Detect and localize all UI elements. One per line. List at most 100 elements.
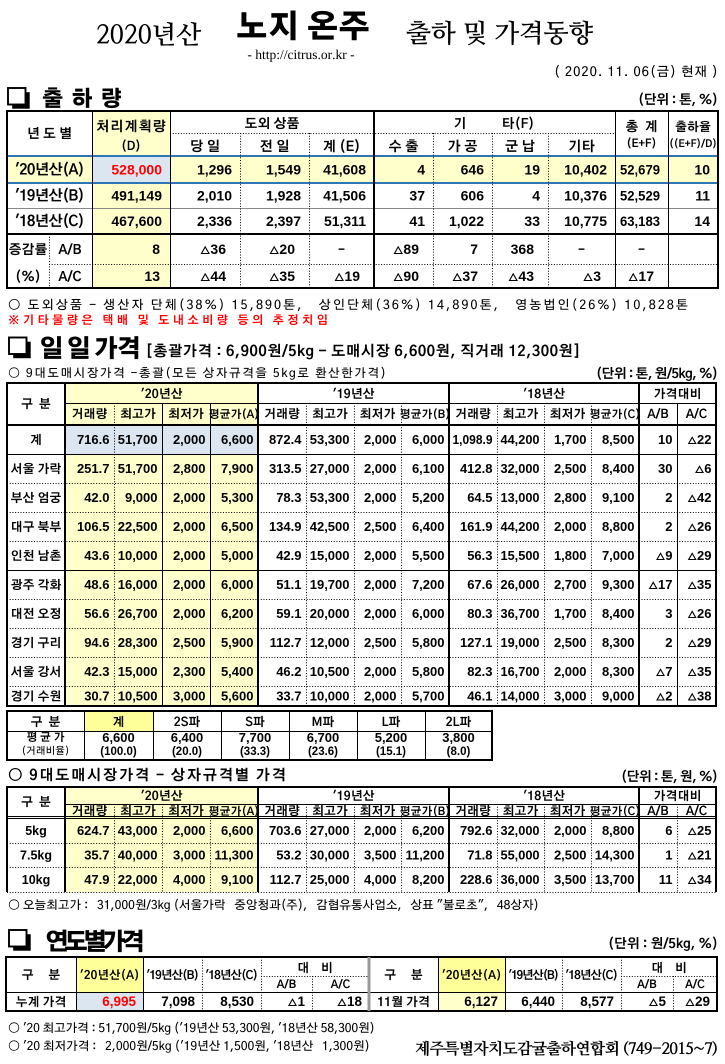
svg-text:1,549: 1,549 <box>266 162 301 178</box>
svg-text:51,700: 51,700 <box>118 461 158 476</box>
svg-text:2,500: 2,500 <box>554 461 587 476</box>
svg-text:2,336: 2,336 <box>197 213 232 229</box>
svg-text:2,500: 2,500 <box>364 635 397 650</box>
svg-text:(20.0): (20.0) <box>172 746 202 758</box>
svg-text:43,000: 43,000 <box>118 823 158 838</box>
svg-text:36,000: 36,000 <box>501 872 540 887</box>
svg-text:18: 18 <box>347 994 363 1009</box>
svg-text:6,100: 6,100 <box>412 461 445 476</box>
svg-text:9,100: 9,100 <box>221 872 254 887</box>
svg-text:8,530: 8,530 <box>220 994 254 1009</box>
svg-text:6,400: 6,400 <box>412 519 445 534</box>
svg-text:5,300: 5,300 <box>221 490 254 505</box>
svg-text:1,296: 1,296 <box>197 162 232 178</box>
svg-text:12,000: 12,000 <box>310 635 350 650</box>
svg-text:40,000: 40,000 <box>118 848 158 863</box>
svg-text:56.6: 56.6 <box>84 606 109 621</box>
svg-text:35: 35 <box>279 268 295 284</box>
svg-text:37: 37 <box>462 268 478 284</box>
svg-text:6,995: 6,995 <box>102 994 136 1009</box>
svg-text:1,700: 1,700 <box>554 432 587 447</box>
svg-text:41,608: 41,608 <box>323 162 366 178</box>
svg-text:9,000: 9,000 <box>125 490 158 505</box>
svg-text:51,311: 51,311 <box>324 213 366 229</box>
svg-text:8,300: 8,300 <box>602 635 635 650</box>
svg-text:78.3: 78.3 <box>276 490 301 505</box>
svg-text:2,010: 2,010 <box>197 188 232 204</box>
svg-text:46.1: 46.1 <box>467 689 492 704</box>
svg-text:34: 34 <box>697 872 712 887</box>
svg-text:8,400: 8,400 <box>602 606 635 621</box>
svg-text:17: 17 <box>638 268 654 284</box>
svg-text:10: 10 <box>658 432 672 447</box>
svg-text:26: 26 <box>697 519 711 534</box>
svg-text:1,098.9: 1,098.9 <box>453 432 493 447</box>
svg-text:38: 38 <box>697 689 711 704</box>
svg-text:127.1: 127.1 <box>460 635 493 650</box>
svg-text:2: 2 <box>665 519 672 534</box>
svg-text:2,000: 2,000 <box>364 823 397 838</box>
svg-text:53,300: 53,300 <box>310 432 350 447</box>
svg-text:467,600: 467,600 <box>111 213 162 229</box>
svg-text:6,400: 6,400 <box>171 730 204 745</box>
svg-text:4,000: 4,000 <box>173 872 206 887</box>
svg-text:8,300: 8,300 <box>602 664 635 679</box>
svg-text:63,183: 63,183 <box>620 213 660 229</box>
svg-text:2,000: 2,000 <box>173 823 206 838</box>
svg-text:161.9: 161.9 <box>460 519 493 534</box>
svg-text:14: 14 <box>694 213 710 229</box>
svg-text:35: 35 <box>697 577 711 592</box>
svg-text:20: 20 <box>279 241 295 257</box>
svg-text:7.5kg: 7.5kg <box>20 849 52 863</box>
svg-text:19,000: 19,000 <box>501 635 540 650</box>
svg-text:1,800: 1,800 <box>554 548 587 563</box>
svg-text:13,000: 13,000 <box>501 490 540 505</box>
svg-text:30.7: 30.7 <box>84 689 109 704</box>
svg-text:5,800: 5,800 <box>412 635 445 650</box>
svg-text:7,200: 7,200 <box>412 577 445 592</box>
svg-text:44: 44 <box>210 268 226 284</box>
svg-text:5,200: 5,200 <box>375 730 408 745</box>
svg-text:6,000: 6,000 <box>412 606 445 621</box>
svg-text:3,000: 3,000 <box>173 848 206 863</box>
svg-text:25: 25 <box>697 823 711 838</box>
svg-text:134.9: 134.9 <box>269 519 302 534</box>
svg-text:5kg: 5kg <box>25 824 47 838</box>
svg-text:8: 8 <box>152 241 160 257</box>
svg-text:19: 19 <box>524 162 540 178</box>
svg-text:10,500: 10,500 <box>310 664 350 679</box>
svg-text:6,600: 6,600 <box>221 432 254 447</box>
svg-text:21: 21 <box>697 848 711 863</box>
svg-text:13,700: 13,700 <box>595 872 635 887</box>
svg-text:89: 89 <box>403 241 419 257</box>
svg-text:6,500: 6,500 <box>221 519 254 534</box>
svg-text:52,679: 52,679 <box>620 162 660 178</box>
svg-text:10,376: 10,376 <box>564 188 607 204</box>
svg-text:2,000: 2,000 <box>364 432 397 447</box>
svg-text:42,500: 42,500 <box>310 519 350 534</box>
svg-text:(23.6): (23.6) <box>308 746 338 758</box>
svg-text:82.3: 82.3 <box>467 664 492 679</box>
svg-text:32,000: 32,000 <box>501 461 540 476</box>
svg-text:44,200: 44,200 <box>501 519 540 534</box>
svg-text:46.2: 46.2 <box>276 664 301 679</box>
svg-text:8,400: 8,400 <box>602 461 635 476</box>
svg-text:19: 19 <box>344 268 360 284</box>
svg-text:2: 2 <box>665 635 672 650</box>
svg-text:11,300: 11,300 <box>214 848 253 863</box>
svg-text:6,127: 6,127 <box>464 994 498 1009</box>
svg-text:2,700: 2,700 <box>554 577 587 592</box>
svg-text:368: 368 <box>511 241 535 257</box>
svg-text:6,200: 6,200 <box>221 606 254 621</box>
svg-text:27,000: 27,000 <box>310 461 350 476</box>
svg-text:2,397: 2,397 <box>266 213 301 229</box>
svg-text:3,000: 3,000 <box>173 689 206 704</box>
svg-text:26,000: 26,000 <box>501 577 540 592</box>
svg-text:606: 606 <box>461 188 485 204</box>
svg-text:8,577: 8,577 <box>580 994 614 1009</box>
svg-text:2,000: 2,000 <box>173 519 206 534</box>
svg-text:29: 29 <box>697 548 711 563</box>
svg-text:51.1: 51.1 <box>276 577 301 592</box>
svg-text:7,000: 7,000 <box>602 548 635 563</box>
svg-text:3,800: 3,800 <box>442 730 475 745</box>
